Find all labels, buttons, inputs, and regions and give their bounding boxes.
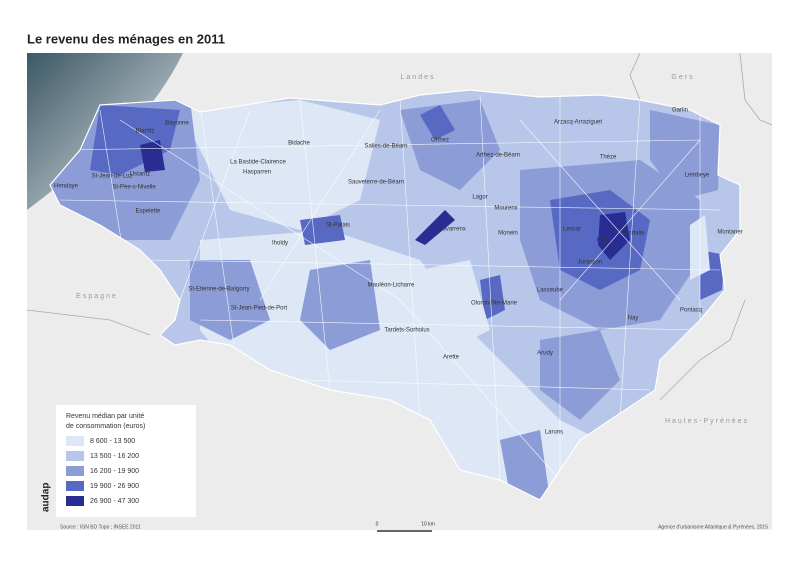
place-label: Lescar <box>563 227 581 233</box>
place-label: Oloron-Ste-Marie <box>471 301 518 307</box>
region-label: Hautes-Pyrénées <box>665 418 749 425</box>
place-label: Tardets-Sorholus <box>384 328 429 334</box>
scale-label: 10 km <box>421 521 435 527</box>
place-label: Arudy <box>537 351 553 357</box>
legend-label: 16 200 - 19 900 <box>90 468 139 475</box>
place-label: Pontacq <box>680 308 702 314</box>
place-label: St-Palais <box>326 223 350 229</box>
place-label: Sauveterre-de-Béarn <box>348 180 404 186</box>
legend-title: de consommation (euros) <box>66 423 145 430</box>
place-label: Lembeye <box>685 173 710 179</box>
place-label: St-Pée-s-Nivelle <box>112 185 156 191</box>
place-labels: Bayonne Biarritz St-Jean-de-Luz Hendaye Usta… <box>54 108 743 436</box>
place-label: Bidache <box>288 141 310 147</box>
place-label: Nay <box>628 316 639 322</box>
place-label: Garlin <box>672 108 688 114</box>
legend-label: 8 600 - 13 500 <box>90 438 135 445</box>
place-label: Mourenx <box>494 206 517 212</box>
legend-swatch <box>66 496 84 506</box>
place-label: Mauléon-Licharre <box>368 283 415 289</box>
legend-swatch <box>66 451 84 461</box>
legend-label: 26 900 - 47 300 <box>90 498 139 505</box>
place-label: Morlaàs <box>623 231 644 237</box>
logo: audap <box>41 483 52 512</box>
legend-title: Revenu médian par unité <box>66 413 144 420</box>
place-label: Hendaye <box>54 184 79 190</box>
place-label: Bayonne <box>165 121 189 127</box>
place-label: Salies-de-Béarn <box>364 144 407 150</box>
place-label: Arette <box>443 355 460 361</box>
place-label: St-Jean-de-Luz <box>91 174 132 180</box>
region-label: Espagne <box>76 293 118 300</box>
place-label: Thèze <box>600 155 617 161</box>
place-label: Navarrenx <box>438 227 466 233</box>
place-label: Arzacq-Arraziguet <box>554 120 602 126</box>
place-label: St-Etienne-de-Baïgorry <box>188 287 249 293</box>
place-label: Lagor <box>472 195 487 201</box>
place-label: Iholdy <box>272 241 288 247</box>
region-label: Landes <box>401 74 436 81</box>
place-label: Montaner <box>717 230 742 236</box>
place-label: Biarritz <box>136 129 155 135</box>
legend-label: 19 900 - 26 900 <box>90 483 139 490</box>
legend-swatch <box>66 481 84 491</box>
source: Source : IGN BD Topo ; INSEE 2011 <box>60 524 141 530</box>
place-label: Espelette <box>135 209 161 215</box>
place-label: La Bastide-Clairence <box>230 160 286 166</box>
place-label: Orthez <box>431 138 449 144</box>
place-label: Arthez-de-Béarn <box>476 153 520 159</box>
title: Le revenu des ménages en 2011 <box>27 31 225 46</box>
place-label: Jurançon <box>578 260 603 266</box>
legend-swatch <box>66 436 84 446</box>
region-labels: Landes Gers Espagne Hautes-Pyrénées <box>76 74 749 425</box>
borders <box>26 52 773 401</box>
place-label: Ustaritz <box>130 172 150 178</box>
legend-swatch <box>66 466 84 476</box>
legend-label: 13 500 - 16 200 <box>90 453 139 460</box>
place-label: St-Jean-Pied-de-Port <box>231 306 288 312</box>
place-label: Pau <box>597 238 608 244</box>
place-label: Hasparren <box>243 170 271 176</box>
region-label: Gers <box>671 74 694 81</box>
credit: Agence d'urbanisme Atlantique & Pyrénées… <box>658 524 768 530</box>
place-label: Laruns <box>545 430 563 436</box>
place-label: Lasseube <box>537 288 564 294</box>
legend: Revenu médian par unité de consommation … <box>56 405 196 517</box>
scale-label: 0 <box>376 521 379 527</box>
place-label: Monein <box>498 231 518 237</box>
